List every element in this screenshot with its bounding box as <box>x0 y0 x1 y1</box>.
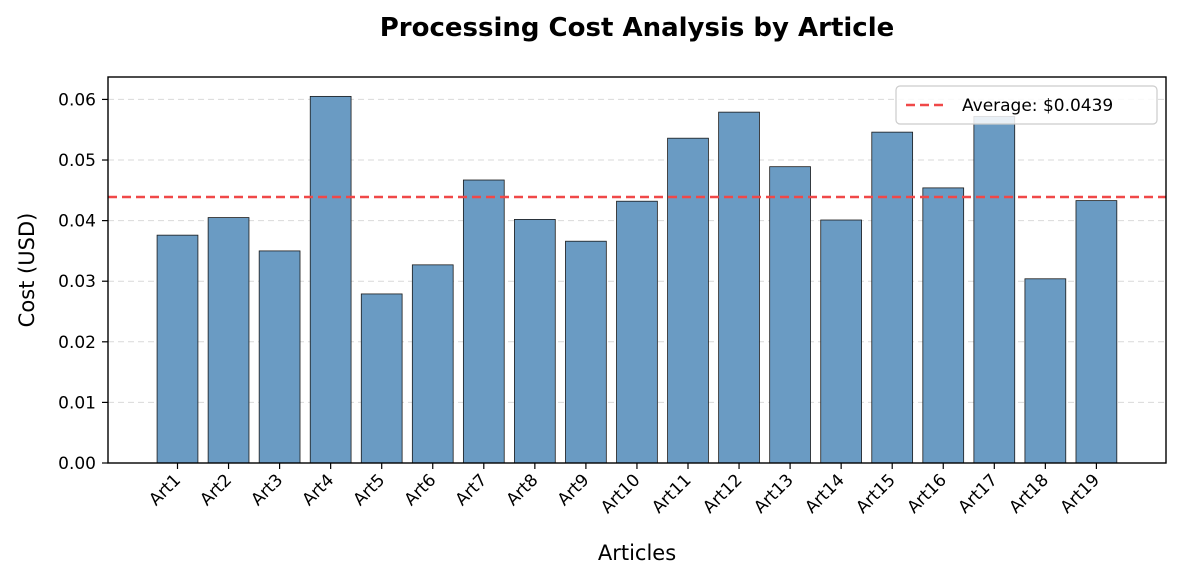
y-tick-label: 0.00 <box>58 454 96 474</box>
y-axis-label: Cost (USD) <box>15 213 39 328</box>
bar <box>667 137 709 464</box>
x-tick-label: Art18 <box>1006 470 1053 517</box>
y-tick-label: 0.04 <box>58 212 96 232</box>
bar <box>514 219 556 464</box>
bar <box>616 200 658 464</box>
bar <box>258 250 301 464</box>
x-tick-label: Art11 <box>648 470 695 517</box>
bar <box>565 240 607 464</box>
x-tick-label: Art4 <box>299 470 339 510</box>
y-tick-label: 0.02 <box>58 333 96 353</box>
x-tick-label: Art9 <box>554 470 594 510</box>
x-tick-label: Art3 <box>247 470 287 510</box>
bar <box>769 166 811 464</box>
x-tick-label: Art19 <box>1057 470 1104 517</box>
y-tick-label: 0.03 <box>58 272 96 292</box>
x-axis-label: Articles <box>598 541 676 565</box>
legend: Average: $0.0439 <box>895 85 1158 125</box>
bar <box>360 293 403 464</box>
x-tick-label: Art2 <box>196 470 236 510</box>
x-tick-label: Art14 <box>801 470 848 517</box>
bar <box>922 187 965 464</box>
bar <box>207 217 250 464</box>
x-tick-label: Art1 <box>145 470 185 510</box>
bar <box>411 264 454 464</box>
x-tick-label: Art5 <box>350 470 390 510</box>
x-tick-label: Art17 <box>955 470 1002 517</box>
x-tick-label: Art10 <box>597 470 644 517</box>
x-tick-label: Art8 <box>503 470 543 510</box>
x-tick-label: Art13 <box>750 470 797 517</box>
bar <box>309 95 352 464</box>
bar <box>973 115 1016 464</box>
bar <box>718 111 760 464</box>
bar <box>871 131 914 464</box>
legend-box <box>895 85 1158 125</box>
bars <box>156 95 1118 464</box>
legend-label: Average: $0.0439 <box>962 96 1113 116</box>
bar <box>1024 278 1067 464</box>
x-axis: Art1 Art2 Art3 Art4 Art5 Art6 Art7 Art8 Art9 Art1… <box>145 463 1104 518</box>
y-axis: 0.00 0.01 0.02 0.03 0.04 0.05 0.06 <box>58 90 108 474</box>
x-tick-label: Art7 <box>452 470 492 510</box>
bar <box>820 219 862 464</box>
bar <box>156 234 199 464</box>
y-tick-label: 0.01 <box>58 393 96 413</box>
bar <box>462 179 505 464</box>
x-tick-label: Art6 <box>401 470 441 510</box>
y-tick-label: 0.06 <box>58 90 96 110</box>
bar <box>1075 200 1118 464</box>
y-tick-label: 0.05 <box>58 151 96 171</box>
x-tick-label: Art15 <box>852 470 899 517</box>
x-tick-label: Art16 <box>903 470 950 517</box>
x-tick-label: Art12 <box>699 470 746 517</box>
chart-title: Processing Cost Analysis by Article <box>380 13 895 43</box>
